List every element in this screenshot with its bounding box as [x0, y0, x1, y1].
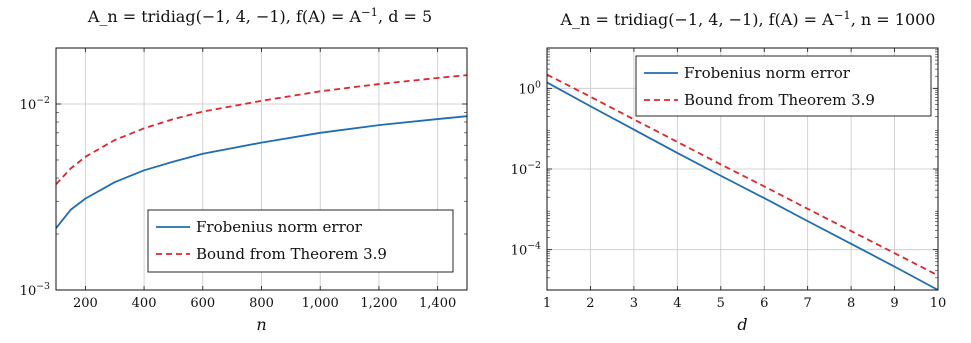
chart-title: A_n = tridiag(−1, 4, −1), f(A) = A−1, d …	[87, 5, 432, 26]
series-line-2	[55, 74, 468, 185]
legend: Frobenius norm error Bound from Theorem 3…	[635, 55, 932, 117]
x-tick-label: 5	[717, 296, 725, 311]
series-line-1	[55, 115, 468, 229]
x-tick-label: 1	[543, 296, 551, 311]
x-tick-label: 1,400	[419, 296, 456, 311]
chart-title: A_n = tridiag(−1, 4, −1), f(A) = A−1, n …	[560, 8, 936, 29]
y-tick-label: 10−4	[511, 241, 541, 259]
y-tick-label: 10−2	[511, 160, 541, 178]
x-tick-label: 3	[630, 296, 638, 311]
chart-panel-1: 200 400 600 800 1,000 1,200 1,400 10−3 10−2 A_n =…	[20, 5, 468, 334]
x-tick-label: 1,000	[302, 296, 339, 311]
x-axis-label: n	[256, 315, 266, 334]
x-tick-label: 200	[73, 296, 98, 311]
y-tick-label: 10−2	[20, 95, 50, 113]
x-tick-label: 6	[760, 296, 768, 311]
chart-panel-2: 1 2 3 4 5 6 7 8 9 10 10−4 10−2 100 A_n = tridiag(−1, …	[511, 8, 947, 334]
legend: Frobenius norm error Bound from Theorem 3…	[147, 209, 454, 273]
legend-label-2: Bound from Theorem 3.9	[196, 245, 387, 263]
legend-label-1: Frobenius norm error	[684, 64, 851, 82]
legend-box	[635, 55, 932, 117]
x-tick-label: 600	[190, 296, 215, 311]
x-tick-label: 1,200	[360, 296, 397, 311]
series-line-2	[546, 73, 939, 277]
x-axis-label: d	[737, 315, 747, 334]
x-tick-label: 7	[804, 296, 812, 311]
legend-label-2: Bound from Theorem 3.9	[684, 91, 875, 109]
x-tick-label: 9	[890, 296, 898, 311]
y-tick-label: 10−3	[20, 281, 50, 299]
x-tick-label: 8	[847, 296, 855, 311]
x-tick-label: 400	[132, 296, 157, 311]
y-tick-label: 100	[519, 79, 542, 97]
x-tick-label: 800	[249, 296, 274, 311]
x-tick-label: 4	[673, 296, 681, 311]
series-line-1	[546, 81, 939, 291]
x-tick-label: 2	[586, 296, 594, 311]
legend-label-1: Frobenius norm error	[196, 218, 363, 236]
x-tick-label: 10	[930, 296, 947, 311]
legend-box	[147, 209, 454, 273]
